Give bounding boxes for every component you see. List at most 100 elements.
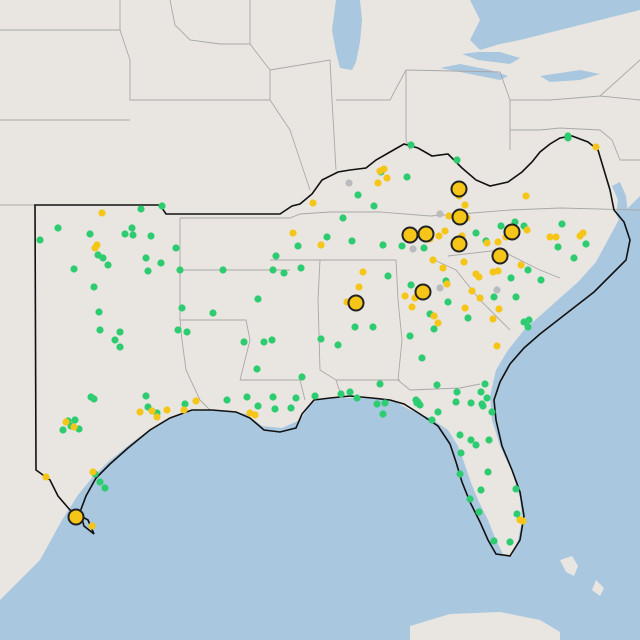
green-location-marker[interactable] bbox=[379, 410, 387, 418]
green-location-marker[interactable] bbox=[490, 293, 498, 301]
green-location-marker[interactable] bbox=[452, 398, 460, 406]
green-location-marker[interactable] bbox=[272, 252, 280, 260]
yellow-location-marker[interactable] bbox=[89, 468, 97, 476]
yellow-location-marker[interactable] bbox=[153, 413, 161, 421]
green-location-marker[interactable] bbox=[457, 449, 465, 457]
green-location-marker[interactable] bbox=[479, 402, 487, 410]
yellow-location-marker[interactable] bbox=[461, 201, 469, 209]
yellow-location-marker[interactable] bbox=[98, 209, 106, 217]
green-location-marker[interactable] bbox=[269, 393, 277, 401]
yellow-location-marker[interactable] bbox=[91, 244, 99, 252]
gray-location-marker[interactable] bbox=[345, 179, 353, 187]
green-location-marker[interactable] bbox=[96, 478, 104, 486]
green-location-marker[interactable] bbox=[558, 220, 566, 228]
green-location-marker[interactable] bbox=[86, 230, 94, 238]
yellow-location-marker[interactable] bbox=[163, 406, 171, 414]
green-location-marker[interactable] bbox=[481, 380, 489, 388]
green-location-marker[interactable] bbox=[379, 241, 387, 249]
green-location-marker[interactable] bbox=[116, 328, 124, 336]
green-location-marker[interactable] bbox=[70, 265, 78, 273]
green-location-marker[interactable] bbox=[137, 205, 145, 213]
green-location-marker[interactable] bbox=[453, 156, 461, 164]
green-location-marker[interactable] bbox=[317, 335, 325, 343]
green-location-marker[interactable] bbox=[464, 314, 472, 322]
green-location-marker[interactable] bbox=[485, 436, 493, 444]
yellow-location-marker[interactable] bbox=[517, 261, 525, 269]
yellow-location-marker[interactable] bbox=[42, 473, 50, 481]
yellow-location-marker[interactable] bbox=[355, 283, 363, 291]
yellow-location-marker[interactable] bbox=[592, 143, 600, 151]
yellow-location-marker[interactable] bbox=[494, 238, 502, 246]
green-location-marker[interactable] bbox=[351, 323, 359, 331]
green-location-marker[interactable] bbox=[428, 416, 436, 424]
green-location-marker[interactable] bbox=[254, 295, 262, 303]
large-highlight-marker[interactable] bbox=[347, 294, 365, 312]
green-location-marker[interactable] bbox=[337, 390, 345, 398]
green-location-marker[interactable] bbox=[582, 240, 590, 248]
large-highlight-marker[interactable] bbox=[67, 508, 85, 526]
green-location-marker[interactable] bbox=[254, 402, 262, 410]
large-highlight-marker[interactable] bbox=[450, 235, 468, 253]
yellow-location-marker[interactable] bbox=[519, 517, 527, 525]
green-location-marker[interactable] bbox=[433, 381, 441, 389]
green-location-marker[interactable] bbox=[280, 269, 288, 277]
green-location-marker[interactable] bbox=[507, 274, 515, 282]
green-location-marker[interactable] bbox=[406, 332, 414, 340]
green-location-marker[interactable] bbox=[398, 242, 406, 250]
yellow-location-marker[interactable] bbox=[468, 287, 476, 295]
large-highlight-marker[interactable] bbox=[491, 247, 509, 265]
green-location-marker[interactable] bbox=[297, 264, 305, 272]
green-location-marker[interactable] bbox=[418, 354, 426, 362]
green-location-marker[interactable] bbox=[381, 399, 389, 407]
green-location-marker[interactable] bbox=[525, 316, 533, 324]
green-location-marker[interactable] bbox=[373, 400, 381, 408]
yellow-location-marker[interactable] bbox=[443, 280, 451, 288]
green-location-marker[interactable] bbox=[240, 338, 248, 346]
large-highlight-marker[interactable] bbox=[450, 180, 468, 198]
green-location-marker[interactable] bbox=[466, 495, 474, 503]
yellow-location-marker[interactable] bbox=[430, 312, 438, 320]
large-highlight-marker[interactable] bbox=[451, 208, 469, 226]
green-location-marker[interactable] bbox=[294, 242, 302, 250]
yellow-location-marker[interactable] bbox=[434, 319, 442, 327]
green-location-marker[interactable] bbox=[142, 392, 150, 400]
green-location-marker[interactable] bbox=[416, 401, 424, 409]
yellow-location-marker[interactable] bbox=[148, 407, 156, 415]
green-location-marker[interactable] bbox=[269, 266, 277, 274]
green-location-marker[interactable] bbox=[101, 484, 109, 492]
green-location-marker[interactable] bbox=[104, 261, 112, 269]
green-location-marker[interactable] bbox=[488, 408, 496, 416]
green-location-marker[interactable] bbox=[323, 233, 331, 241]
green-location-marker[interactable] bbox=[467, 436, 475, 444]
green-location-marker[interactable] bbox=[183, 328, 191, 336]
green-location-marker[interactable] bbox=[172, 244, 180, 252]
green-location-marker[interactable] bbox=[475, 508, 483, 516]
yellow-location-marker[interactable] bbox=[408, 303, 416, 311]
green-location-marker[interactable] bbox=[71, 416, 79, 424]
green-location-marker[interactable] bbox=[420, 244, 428, 252]
yellow-location-marker[interactable] bbox=[376, 167, 384, 175]
yellow-location-marker[interactable] bbox=[476, 294, 484, 302]
large-highlight-marker[interactable] bbox=[503, 223, 521, 241]
green-location-marker[interactable] bbox=[111, 336, 119, 344]
green-location-marker[interactable] bbox=[59, 426, 67, 434]
green-location-marker[interactable] bbox=[369, 323, 377, 331]
yellow-location-marker[interactable] bbox=[489, 268, 497, 276]
large-highlight-marker[interactable] bbox=[401, 226, 419, 244]
green-location-marker[interactable] bbox=[506, 538, 514, 546]
green-location-marker[interactable] bbox=[554, 243, 562, 251]
green-location-marker[interactable] bbox=[223, 396, 231, 404]
green-location-marker[interactable] bbox=[376, 380, 384, 388]
green-location-marker[interactable] bbox=[243, 393, 251, 401]
green-location-marker[interactable] bbox=[157, 259, 165, 267]
green-location-marker[interactable] bbox=[497, 222, 505, 230]
green-location-marker[interactable] bbox=[484, 468, 492, 476]
green-location-marker[interactable] bbox=[477, 388, 485, 396]
green-location-marker[interactable] bbox=[271, 405, 279, 413]
green-location-marker[interactable] bbox=[434, 408, 442, 416]
green-location-marker[interactable] bbox=[512, 485, 520, 493]
green-location-marker[interactable] bbox=[253, 365, 261, 373]
yellow-location-marker[interactable] bbox=[70, 423, 78, 431]
